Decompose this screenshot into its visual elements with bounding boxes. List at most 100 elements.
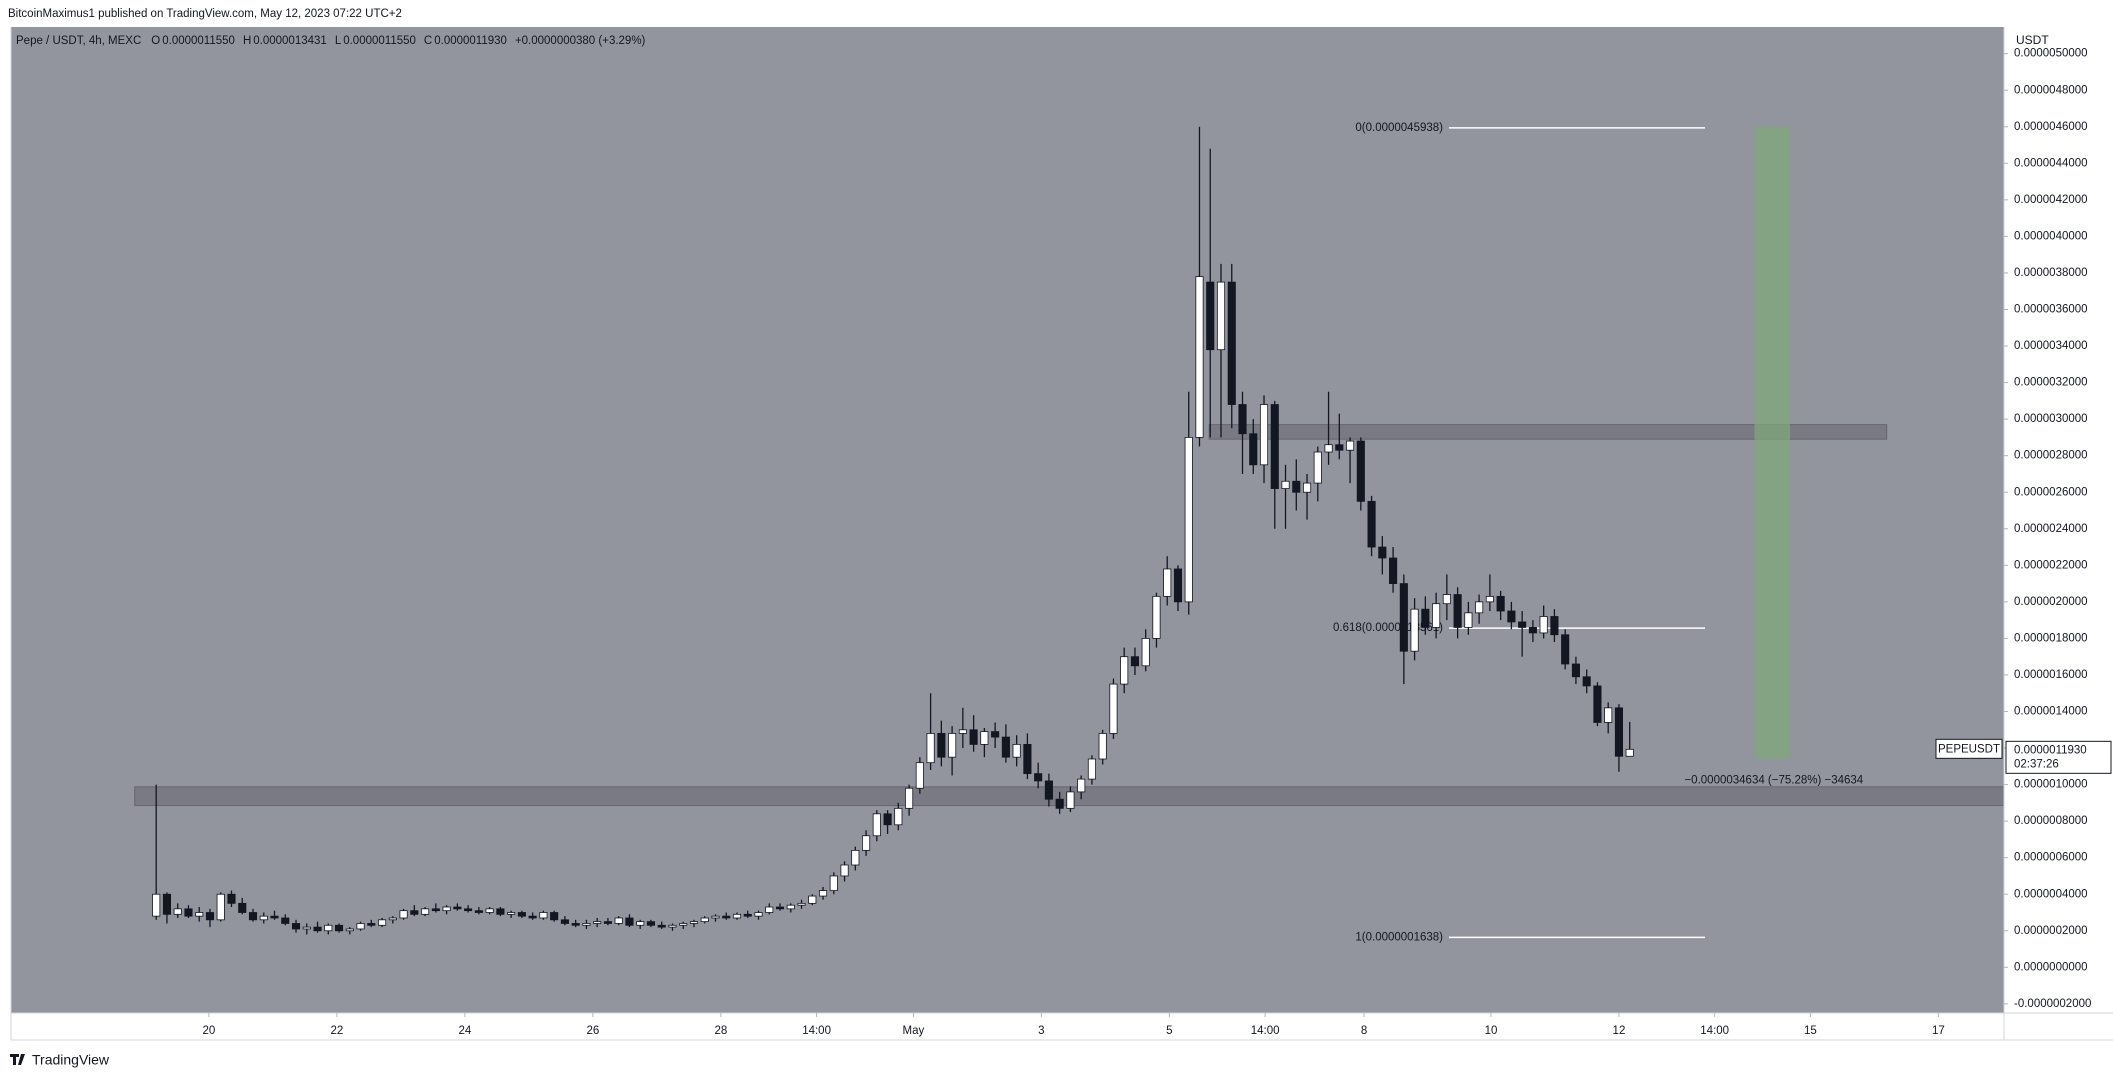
- x-tick-label: May: [903, 1025, 925, 1037]
- candle-body: [560, 919, 569, 924]
- candle-body: [1518, 621, 1527, 628]
- candle-body: [1356, 440, 1365, 502]
- candle-body: [528, 915, 537, 919]
- candle-body: [1281, 480, 1290, 489]
- candle-body: [840, 864, 849, 877]
- candle-body: [1324, 444, 1333, 453]
- candle-body: [808, 895, 817, 904]
- candle-body: [1582, 676, 1591, 687]
- candle-body: [1378, 546, 1387, 559]
- candle-body: [1410, 608, 1419, 652]
- y-tick-label: 0.0000022000: [2014, 559, 2088, 571]
- candle-body: [345, 928, 354, 932]
- candle-body: [496, 908, 505, 915]
- x-tick-label: 14:00: [802, 1025, 831, 1037]
- candle-body: [765, 906, 774, 913]
- candle-body: [1173, 568, 1183, 603]
- y-tick-label: 0.0000014000: [2014, 706, 2088, 718]
- y-tick-label: 0.0000008000: [2014, 815, 2088, 827]
- y-tick-label: 0.0000036000: [2014, 304, 2088, 316]
- legend-key: O: [151, 35, 160, 47]
- candle-body: [937, 733, 946, 758]
- candle-body: [1614, 707, 1624, 757]
- candle-body: [1270, 404, 1279, 489]
- candle-body: [507, 912, 516, 915]
- candle-body: [1087, 758, 1096, 780]
- candle-body: [421, 908, 430, 915]
- candle-body: [711, 915, 720, 919]
- candle-body: [1163, 568, 1172, 597]
- y-tick-label: 0.0000050000: [2014, 48, 2088, 60]
- candle-body: [797, 902, 806, 906]
- candle-body: [980, 731, 989, 745]
- price-label-box: [2005, 740, 2112, 774]
- candle-body: [829, 875, 838, 891]
- candle-body: [184, 908, 193, 917]
- candle-body: [517, 912, 526, 917]
- y-tick-label: 0.0000044000: [2014, 157, 2088, 169]
- candle-body: [152, 893, 161, 917]
- footer: TradingView: [32, 1052, 110, 1068]
- candle-body: [614, 917, 623, 924]
- candle-body: [625, 917, 634, 926]
- candle-body: [302, 926, 311, 930]
- candle-body: [851, 849, 860, 866]
- candle-body: [1001, 736, 1010, 758]
- candle-body: [743, 913, 752, 917]
- y-tick-label: 0.0000006000: [2014, 852, 2088, 864]
- candle-body: [410, 910, 419, 915]
- candle-body: [969, 729, 978, 745]
- candle-body: [334, 924, 344, 932]
- candle-body: [431, 908, 440, 912]
- candle-body: [1044, 780, 1053, 800]
- candle-body: [1249, 433, 1258, 466]
- candle-body: [722, 915, 731, 919]
- y-tick-label: 0.0000002000: [2014, 925, 2088, 937]
- y-tick-label: -0.0000002000: [2014, 998, 2091, 1010]
- y-tick-label: 0.0000020000: [2014, 596, 2088, 608]
- candle-body: [636, 921, 645, 926]
- candle-body: [1389, 557, 1398, 584]
- y-tick-label: 0.0000024000: [2014, 523, 2088, 535]
- fib-label: 1(0.0000001638): [1355, 931, 1443, 943]
- candle-body: [1302, 482, 1312, 493]
- candle-body: [550, 912, 559, 921]
- x-tick-label: 15: [1804, 1025, 1817, 1037]
- legend-key: L: [335, 35, 342, 47]
- candle-body: [905, 787, 914, 809]
- candle-body: [270, 915, 279, 919]
- candle-body: [786, 904, 795, 910]
- candle-body: [173, 908, 182, 915]
- candle-body: [388, 917, 397, 921]
- candle-body: [162, 893, 172, 915]
- candle-body: [1216, 281, 1226, 351]
- y-axis-label: USDT: [2016, 33, 2049, 47]
- candle-body: [948, 733, 957, 758]
- legend-key: H: [243, 35, 251, 47]
- symbol-label-box: [1935, 738, 2003, 759]
- y-tick-label: 0.0000028000: [2014, 450, 2088, 462]
- candle-body: [657, 924, 666, 928]
- y-tick-label: 0.0000042000: [2014, 194, 2088, 206]
- candle-body: [1012, 743, 1021, 758]
- countdown-label: 02:37:26: [2014, 758, 2059, 770]
- candle-body: [862, 835, 871, 851]
- candle-body: [453, 906, 462, 910]
- candle-body: [1206, 281, 1215, 351]
- legend-symbol: Pepe / USDT, 4h, MEXC: [16, 35, 141, 47]
- candle-body: [227, 893, 236, 904]
- candle-body: [818, 890, 828, 897]
- candle-body: [399, 910, 408, 919]
- candle-body: [1367, 500, 1376, 548]
- candle-body: [668, 924, 677, 928]
- candle-body: [1195, 276, 1204, 438]
- x-tick-label: 20: [203, 1025, 216, 1037]
- candle-body: [894, 807, 903, 826]
- x-tick-label: 24: [458, 1025, 471, 1037]
- candle-body: [1528, 627, 1537, 634]
- candle-body: [1604, 707, 1613, 723]
- candle-body: [926, 733, 935, 764]
- candle-body: [216, 893, 225, 921]
- candle-body: [1120, 656, 1129, 685]
